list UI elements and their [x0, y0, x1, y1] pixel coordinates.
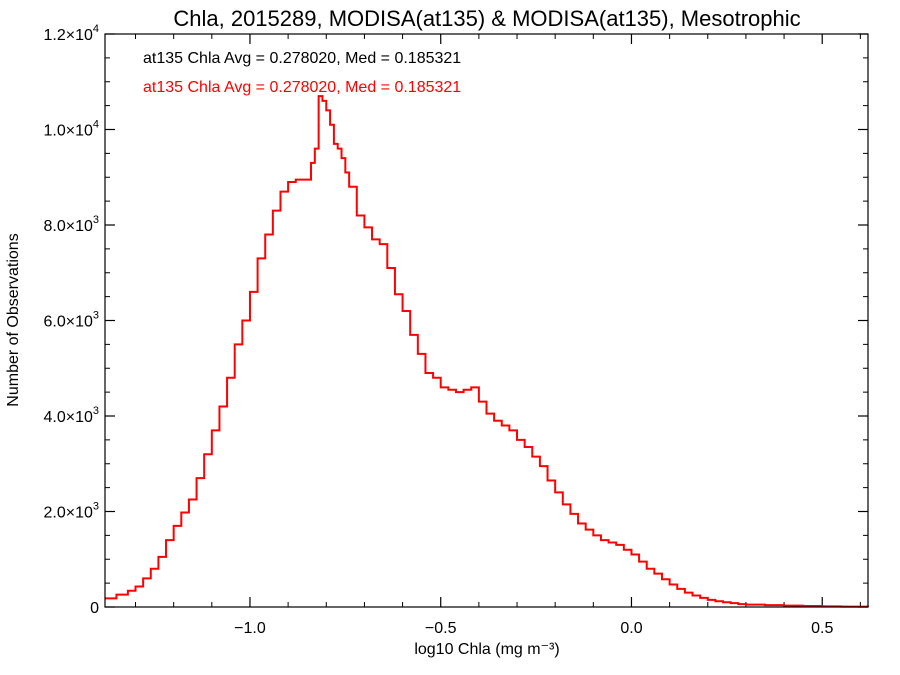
annotation-black-stats: at135 Chla Avg = 0.278020, Med = 0.18532… — [143, 50, 461, 67]
plot-frame — [104, 33, 869, 608]
y-tick-label: 4.0×103 — [43, 405, 99, 426]
annotation-red-stats: at135 Chla Avg = 0.278020, Med = 0.18532… — [143, 79, 461, 96]
x-tick-label: −1.0 — [234, 620, 266, 637]
chart-title: Chla, 2015289, MODISA(at135) & MODISA(at… — [173, 6, 800, 31]
y-tick-label: 1.2×104 — [43, 23, 99, 44]
series-layer — [105, 95, 869, 608]
y-tick-label: 8.0×103 — [43, 214, 99, 235]
tick-labels: −1.0 −0.5 0.0 0.5 0 2.0×103 4.0×103 6.0×103 8.0×… — [43, 23, 833, 637]
y-tick-label: 6.0×103 — [43, 310, 99, 331]
x-axis-label: log10 Chla (mg m⁻³) — [414, 641, 559, 658]
y-tick-label: 1.0×104 — [43, 119, 99, 140]
axis-ticks — [105, 33, 868, 608]
x-tick-label: −0.5 — [425, 620, 457, 637]
y-tick-label: 0 — [90, 600, 99, 617]
x-tick-label: 0.5 — [811, 620, 833, 637]
x-tick-label: 0.0 — [620, 620, 642, 637]
y-axis-label: Number of Observations — [5, 233, 22, 406]
y-tick-label: 2.0×103 — [43, 501, 99, 522]
series-line-0 — [105, 95, 869, 608]
